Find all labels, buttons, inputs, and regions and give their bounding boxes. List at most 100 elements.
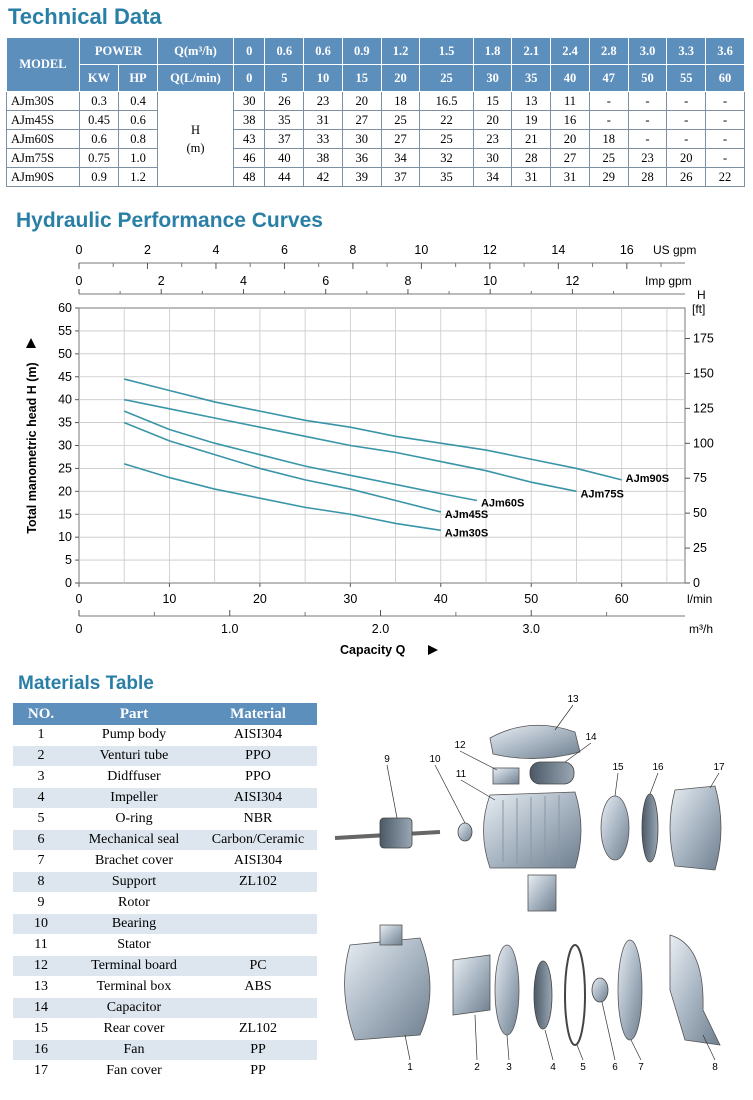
us-gpm-tick-label: 8 [349, 243, 356, 257]
material-part-cell: Didffuser [69, 766, 199, 788]
series-line-ajm30s [123, 463, 441, 532]
head-value-cell: 31 [511, 167, 552, 187]
material-part-cell: Bearing [69, 913, 199, 935]
material-part-cell: Terminal board [69, 955, 199, 977]
q-m3h-col-header: 0.6 [264, 37, 305, 65]
head-value-cell: 36 [341, 148, 382, 168]
list-item: 1 Pump body AISI304 [13, 725, 317, 746]
material-no-cell: 10 [13, 913, 69, 935]
rear-cover-shape [600, 795, 630, 861]
material-no-cell: 9 [13, 892, 69, 914]
material-material-cell: PC [199, 955, 317, 977]
head-value-cell: 18 [588, 129, 629, 149]
table-row: AJm45S 0.45 0.6 38 35 31 27 25 22 20 19 16- - - - [6, 110, 745, 130]
ft-tick-label: 150 [693, 366, 714, 380]
q-lmin-col-header: 50 [627, 64, 668, 92]
material-no-cell: 11 [13, 934, 69, 956]
curves-title: Hydraulic Performance Curves [16, 209, 323, 232]
head-label: H [190, 123, 201, 137]
head-value-cell: 35 [419, 167, 474, 187]
q-lmin-col-header: 35 [511, 64, 552, 92]
head-value-cell: 34 [472, 167, 513, 187]
material-no-cell: 8 [13, 871, 69, 893]
part-number-label: 15 [612, 762, 624, 773]
series-line-ajm75s [124, 398, 577, 493]
ft-axis-label: H [697, 288, 706, 302]
model-cell: AJm75S [6, 148, 80, 168]
q-lmin-col-header: 60 [705, 64, 745, 92]
y-tick-label: 25 [58, 461, 72, 475]
m3h-tick-label: 3.0 [523, 622, 540, 636]
y-tick-label: 45 [58, 370, 72, 384]
us-gpm-tick-label: 2 [144, 243, 151, 257]
model-header: MODEL [6, 37, 80, 92]
q-lmin-col-header: 30 [472, 64, 513, 92]
kw-cell: 0.75 [79, 148, 119, 168]
head-value-cell: - [705, 129, 745, 149]
head-unit: (m) [186, 141, 205, 155]
part-number-label: 16 [652, 762, 664, 773]
fan-cover-shape [669, 785, 722, 871]
x-tick-label: 30 [343, 592, 357, 606]
head-value-cell: 27 [341, 110, 382, 130]
material-no-cell: 7 [13, 850, 69, 872]
part-number-label: 3 [506, 1062, 512, 1073]
kw-cell: 0.6 [79, 129, 119, 149]
ft-tick-label: 25 [693, 541, 707, 555]
diffuser-shape [494, 944, 520, 1036]
q-m3h-col-header: 1.5 [419, 37, 474, 65]
q-m3h-col-header: 3.3 [666, 37, 707, 65]
hp-header: HP [118, 64, 158, 92]
part-number-label: 10 [429, 754, 441, 765]
ft-tick-label: 175 [693, 332, 714, 346]
y-tick-label: 15 [58, 507, 72, 521]
hp-cell: 0.8 [118, 129, 158, 149]
material-part-cell: Impeller [69, 787, 199, 809]
material-material-cell: PP [199, 1039, 317, 1061]
head-value-cell: 30 [341, 129, 382, 149]
material-no-cell: 12 [13, 955, 69, 977]
head-value-cell: 25 [380, 110, 421, 130]
head-value-cell: 43 [232, 129, 266, 149]
head-value-cell: 23 [303, 91, 343, 111]
technical-data-title: Technical Data [8, 4, 162, 29]
bracket-cover-shape [617, 939, 643, 1041]
part-leader-line [702, 1034, 716, 1061]
part-number-label: 12 [454, 740, 466, 751]
list-item: 5 O-ring NBR [13, 808, 317, 830]
material-header: Material [199, 703, 317, 725]
material-material-cell [199, 934, 317, 956]
power-header: POWER [79, 37, 158, 65]
q-m3h-label: Q(m³/h) [157, 37, 234, 65]
imp-gpm-tick-label: 2 [158, 274, 165, 288]
y-tick-label: 40 [58, 393, 72, 407]
ft-tick-label: 50 [693, 506, 707, 520]
y-tick-label: 55 [58, 324, 72, 338]
material-material-cell [199, 892, 317, 914]
part-leader-line [554, 704, 574, 731]
head-value-cell: 25 [419, 129, 474, 149]
imp-gpm-tick-label: 10 [483, 274, 497, 288]
terminal-box-shape [489, 724, 581, 759]
part-leader-line [601, 1001, 616, 1061]
material-no-cell: 15 [13, 1018, 69, 1040]
us-gpm-tick-label: 12 [483, 243, 497, 257]
model-cell: AJm30S [6, 91, 80, 111]
x-unit-label: l/min [687, 592, 712, 606]
head-value-cell: - [588, 91, 629, 111]
head-value-cell: 46 [232, 148, 266, 168]
head-value-cell: - [666, 129, 707, 149]
q-m3h-col-header: 2.1 [511, 37, 552, 65]
head-value-cell: - [666, 110, 707, 130]
head-value-cell: 30 [472, 148, 513, 168]
pump-body-shape [344, 924, 431, 1041]
head-value-cell: - [627, 91, 668, 111]
y-tick-label: 10 [58, 530, 72, 544]
head-value-cell: 22 [705, 167, 745, 187]
head-value-cell: 23 [472, 129, 513, 149]
head-value-cell: - [588, 110, 629, 130]
q-m3h-col-header: 1.8 [472, 37, 513, 65]
head-value-cell: 15 [472, 91, 513, 111]
list-item: 4 Impeller AISI304 [13, 787, 317, 809]
